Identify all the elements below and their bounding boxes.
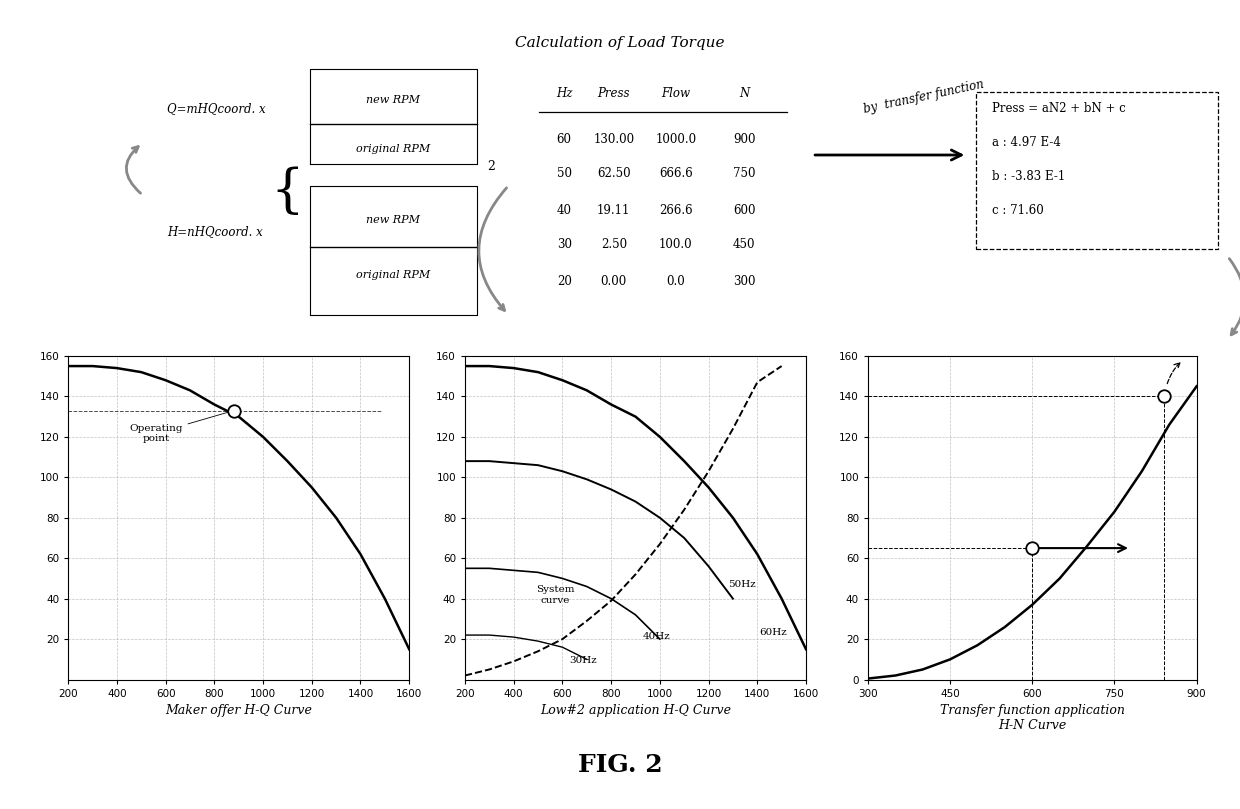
Text: Flow: Flow <box>661 87 691 100</box>
Text: 666.6: 666.6 <box>658 167 693 180</box>
Text: {: { <box>270 167 304 218</box>
Text: 600: 600 <box>733 204 755 217</box>
Text: c : 71.60: c : 71.60 <box>992 204 1044 217</box>
X-axis label: Maker offer H-Q Curve: Maker offer H-Q Curve <box>165 704 312 717</box>
Text: N: N <box>739 87 749 100</box>
Text: by  transfer function: by transfer function <box>862 78 985 116</box>
Text: System
curve: System curve <box>536 585 574 604</box>
Text: 300: 300 <box>733 274 755 287</box>
Text: 450: 450 <box>733 238 755 251</box>
Text: 900: 900 <box>733 133 755 146</box>
Text: b : -3.83 E-1: b : -3.83 E-1 <box>992 170 1065 183</box>
Text: 100.0: 100.0 <box>658 238 693 251</box>
Text: Hz: Hz <box>556 87 573 100</box>
Text: 62.50: 62.50 <box>596 167 631 180</box>
Text: H=nHQcoord. x: H=nHQcoord. x <box>167 226 263 239</box>
Text: 50: 50 <box>557 167 572 180</box>
FancyBboxPatch shape <box>976 92 1218 249</box>
Text: 40Hz: 40Hz <box>642 632 671 641</box>
X-axis label: Low#2 application H-Q Curve: Low#2 application H-Q Curve <box>539 704 732 717</box>
Text: 50Hz: 50Hz <box>728 579 756 588</box>
Text: original RPM: original RPM <box>356 270 430 280</box>
Text: Operating
point: Operating point <box>129 411 231 443</box>
Text: 2.50: 2.50 <box>600 238 627 251</box>
Text: 40: 40 <box>557 204 572 217</box>
Text: 750: 750 <box>733 167 755 180</box>
Text: 30Hz: 30Hz <box>569 656 598 665</box>
Text: Calculation of Load Torque: Calculation of Load Torque <box>516 36 724 50</box>
Text: 2: 2 <box>487 160 495 173</box>
Text: a : 4.97 E-4: a : 4.97 E-4 <box>992 136 1061 149</box>
Text: 266.6: 266.6 <box>658 204 693 217</box>
Text: 19.11: 19.11 <box>598 204 630 217</box>
Text: 30: 30 <box>557 238 572 251</box>
Text: 20: 20 <box>557 274 572 287</box>
Text: 1000.0: 1000.0 <box>655 133 697 146</box>
Text: new RPM: new RPM <box>366 214 420 225</box>
Text: Press = aN2 + bN + c: Press = aN2 + bN + c <box>992 103 1126 116</box>
Text: Q=mHQcoord. x: Q=mHQcoord. x <box>167 103 267 116</box>
Text: 0.0: 0.0 <box>666 274 686 287</box>
Text: Press: Press <box>598 87 630 100</box>
Text: 60Hz: 60Hz <box>760 628 787 637</box>
Text: 0.00: 0.00 <box>600 274 627 287</box>
Text: 130.00: 130.00 <box>593 133 635 146</box>
Text: FIG. 2: FIG. 2 <box>578 752 662 777</box>
X-axis label: Transfer function application
H-N Curve: Transfer function application H-N Curve <box>940 704 1125 732</box>
Text: 60: 60 <box>557 133 572 146</box>
Text: new RPM: new RPM <box>366 95 420 104</box>
Text: original RPM: original RPM <box>356 144 430 154</box>
